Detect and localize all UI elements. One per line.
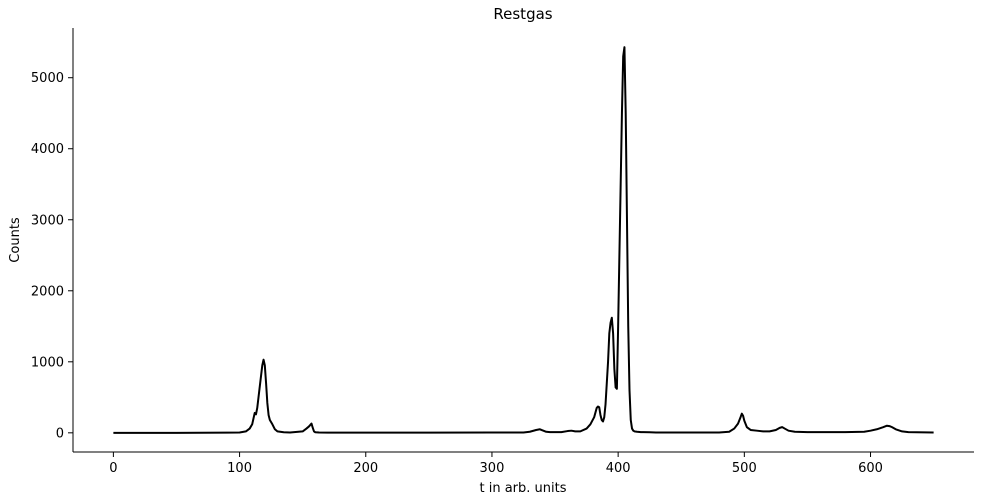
y-tick-label: 2000 xyxy=(31,284,64,299)
x-axis-label: t in arb. units xyxy=(479,481,566,496)
x-tick-label: 100 xyxy=(227,461,252,476)
y-tick-label: 3000 xyxy=(31,213,64,228)
y-tick-label: 1000 xyxy=(31,355,64,370)
x-tick-label: 200 xyxy=(353,461,378,476)
x-tick-label: 500 xyxy=(732,461,757,476)
series-line xyxy=(113,46,934,434)
x-tick-label: 300 xyxy=(480,461,505,476)
y-ticks: 0 1000 2000 3000 4000 5000 xyxy=(31,71,73,441)
x-ticks: 0 100 200 300 400 500 600 xyxy=(109,452,883,476)
plot-area: 0 100 200 300 400 500 600 0 1000 2000 3000 4000 500… xyxy=(31,28,974,476)
chart-title: Restgas xyxy=(493,5,552,23)
x-tick-label: 0 xyxy=(109,461,117,476)
y-tick-label: 4000 xyxy=(31,142,64,157)
y-axis-label: Counts xyxy=(8,217,23,263)
y-tick-label: 5000 xyxy=(31,71,64,86)
x-tick-label: 400 xyxy=(606,461,631,476)
x-tick-label: 600 xyxy=(858,461,883,476)
y-tick-label: 0 xyxy=(56,426,64,441)
